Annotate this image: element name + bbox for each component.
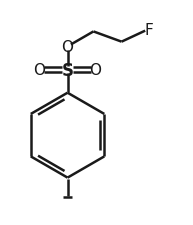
Text: S: S — [62, 61, 74, 79]
Text: O: O — [34, 63, 46, 78]
Text: O: O — [62, 40, 74, 55]
Text: F: F — [144, 22, 153, 37]
Text: O: O — [90, 63, 102, 78]
